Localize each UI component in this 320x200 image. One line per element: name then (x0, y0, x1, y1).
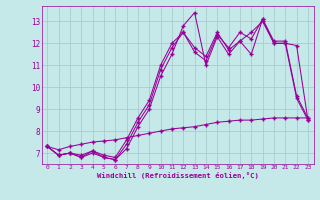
X-axis label: Windchill (Refroidissement éolien,°C): Windchill (Refroidissement éolien,°C) (97, 172, 259, 179)
